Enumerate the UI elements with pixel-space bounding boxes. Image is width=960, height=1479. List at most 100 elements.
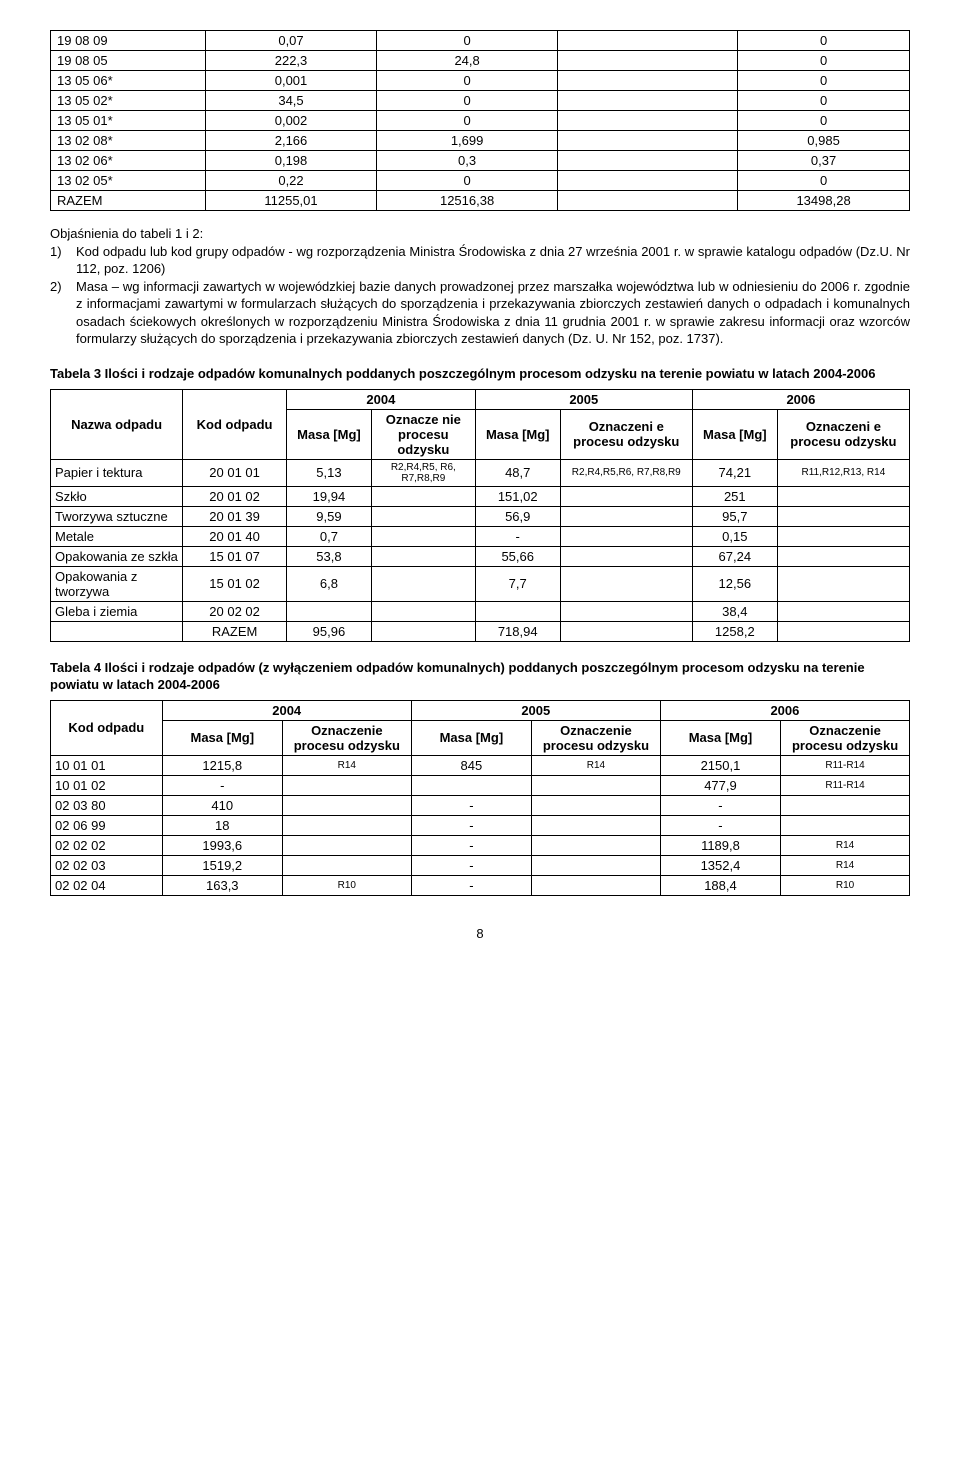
table-cell [286,601,371,621]
table-cell: 9,59 [286,506,371,526]
table-cell: R2,R4,R5, R6, R7,R8,R9 [371,459,475,486]
table-cell: Metale [51,526,183,546]
table-cell: Papier i tektura [51,459,183,486]
table-cell [557,191,737,211]
table-cell: 188,4 [660,875,780,895]
table3-h-nazwa: Nazwa odpadu [51,389,183,459]
table-cell [475,601,560,621]
table-cell: 718,94 [475,621,560,641]
table-cell [777,526,909,546]
table-cell: 1189,8 [660,835,780,855]
table-cell: 13 05 01* [51,111,206,131]
table-cell [557,111,737,131]
table-cell [777,601,909,621]
table3-h-ozn-05: Oznaczeni e procesu odzysku [560,409,692,459]
table-cell [777,506,909,526]
table4-h-masa-06: Masa [Mg] [660,720,780,755]
table-cell: 845 [411,755,531,775]
table-cell: 10 01 01 [51,755,163,775]
table-cell: 95,96 [286,621,371,641]
table-cell: 74,21 [692,459,777,486]
table4-h-kod: Kod odpadu [51,700,163,755]
table4-h-2004: 2004 [162,700,411,720]
table-cell: 1,699 [377,131,557,151]
table-cell: 0 [377,31,557,51]
table-cell: 56,9 [475,506,560,526]
table-cell: 20 01 40 [183,526,287,546]
table-cell: 0,22 [205,171,377,191]
table-row: Szkło20 01 0219,94151,02251 [51,486,910,506]
table-cell: 0,07 [205,31,377,51]
table4-h-ozn-04: Oznaczenie procesu odzysku [282,720,411,755]
table4-h-masa-05: Masa [Mg] [411,720,531,755]
table-cell: 2150,1 [660,755,780,775]
table-cell: 95,7 [692,506,777,526]
table-cell: 34,5 [205,91,377,111]
table-cell [560,526,692,546]
table-cell: 6,8 [286,566,371,601]
list-num-2: 2) [50,278,76,348]
table-cell: R11,R12,R13, R14 [777,459,909,486]
table-cell [282,855,411,875]
table-cell: - [411,795,531,815]
table-cell [560,486,692,506]
table4-subheader-row: Masa [Mg] Oznaczenie procesu odzysku Mas… [51,720,910,755]
table-cell: 1993,6 [162,835,282,855]
table-cell: 15 01 02 [183,566,287,601]
table-cell [781,795,910,815]
table-cell: 0,37 [738,151,910,171]
table-cell: - [660,795,780,815]
table-cell: 20 01 02 [183,486,287,506]
table-cell [411,775,531,795]
table-cell [557,151,737,171]
table-cell [282,775,411,795]
table-cell [532,875,661,895]
table-cell [371,566,475,601]
table-cell: 0 [738,71,910,91]
table-cell: R14 [532,755,661,775]
table-cell: 0,15 [692,526,777,546]
table-row: 02 02 04163,3R10-188,4R10 [51,875,910,895]
table3-h-masa-06: Masa [Mg] [692,409,777,459]
table-cell: 477,9 [660,775,780,795]
table-row: Opakowania z tworzywa15 01 026,87,712,56 [51,566,910,601]
table-cell [557,71,737,91]
table-cell: R11-R14 [781,775,910,795]
table-cell: 02 02 03 [51,855,163,875]
table4-h-ozn-05: Oznaczenie procesu odzysku [532,720,661,755]
table-cell: Opakowania z tworzywa [51,566,183,601]
table-4: Kod odpadu 2004 2005 2006 Masa [Mg] Ozna… [50,700,910,896]
table-cell: - [475,526,560,546]
table-row: 13 05 01*0,00200 [51,111,910,131]
table-cell: RAZEM [51,191,206,211]
table-row: 13 05 06*0,00100 [51,71,910,91]
table-cell: 12,56 [692,566,777,601]
table-cell [371,506,475,526]
table-cell: 151,02 [475,486,560,506]
table-cell: 0,001 [205,71,377,91]
table-cell [371,601,475,621]
table-cell [371,526,475,546]
table-cell: Tworzywa sztuczne [51,506,183,526]
table-row: 02 03 80410-- [51,795,910,815]
table-row: 13 02 08*2,1661,6990,985 [51,131,910,151]
table-cell: 67,24 [692,546,777,566]
table-cell [532,815,661,835]
table3-year-row: Nazwa odpadu Kod odpadu 2004 2005 2006 [51,389,910,409]
table-cell: 0 [738,91,910,111]
table3-h-kod: Kod odpadu [183,389,287,459]
table-cell: 13498,28 [738,191,910,211]
table4-h-2005: 2005 [411,700,660,720]
table4-year-row: Kod odpadu 2004 2005 2006 [51,700,910,720]
table-cell: 19 08 05 [51,51,206,71]
table-row: Opakowania ze szkła15 01 0753,855,6667,2… [51,546,910,566]
table3-h-masa-05: Masa [Mg] [475,409,560,459]
table-cell: 19,94 [286,486,371,506]
table-cell [781,815,910,835]
table-3: Nazwa odpadu Kod odpadu 2004 2005 2006 M… [50,389,910,642]
table-cell: R14 [781,855,910,875]
table-cell: 0,7 [286,526,371,546]
table-cell: R10 [282,875,411,895]
list-num-1: 1) [50,243,76,278]
table-cell: 5,13 [286,459,371,486]
